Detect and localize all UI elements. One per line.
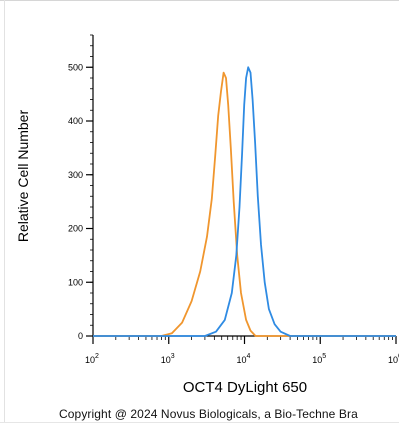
left-border: [4, 0, 5, 423]
y-tick-label: 500: [68, 62, 83, 72]
x-axis-label: OCT4 DyLight 650: [183, 379, 307, 396]
series-layer: [93, 66, 396, 337]
y-tick-label: 0: [78, 331, 83, 341]
y-axis-label: Relative Cell Number: [15, 110, 31, 243]
axis-labels: Relative Cell Number OCT4 DyLight 650: [15, 110, 307, 396]
x-tick-label: 106: [388, 353, 399, 365]
y-tick-label: 400: [68, 116, 83, 126]
y-tick-label: 100: [68, 277, 83, 287]
x-tick-label: 102: [85, 353, 99, 365]
x-tick-label: 105: [312, 353, 326, 365]
x-tick-label: 103: [161, 353, 175, 365]
y-tick-label: 300: [68, 170, 83, 180]
y-tick-label: 200: [68, 224, 83, 234]
x-tick-label: 104: [237, 353, 251, 365]
histogram-series-1: [93, 71, 396, 337]
histogram-series-2: [93, 66, 396, 337]
top-border: [0, 0, 399, 1]
copyright-text: Copyright @ 2024 Novus Biologicals, a Bi…: [59, 407, 358, 421]
